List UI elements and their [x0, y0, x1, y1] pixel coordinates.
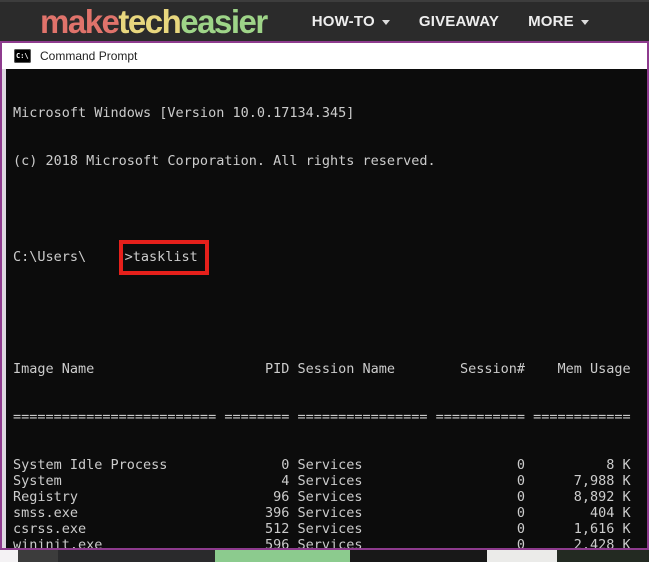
chevron-down-icon: [580, 20, 589, 25]
cmd-icon: C:\: [14, 49, 31, 63]
copyright-line: (c) 2018 Microsoft Corporation. All righ…: [13, 153, 436, 169]
table-row: csrss.exe 512 Services 0 1,616 K: [10, 521, 647, 537]
cell-pid: 596: [264, 537, 290, 548]
cell-mem: 404 K: [590, 505, 631, 521]
cell-pid: 96: [273, 489, 290, 505]
table-separator-row: ========================= ======== =====…: [10, 409, 647, 425]
prompt-line: C:\Users\ >tasklist: [10, 240, 647, 275]
col-header-mem-usage: Mem Usage: [557, 361, 631, 377]
cell-session: Services: [297, 489, 363, 505]
photo-fragment: [557, 550, 649, 562]
window-title: Command Prompt: [40, 49, 138, 63]
nav-giveaway-label: GIVEAWAY: [418, 13, 500, 30]
separator: ========: [224, 409, 290, 425]
col-header-session-num: Session#: [459, 361, 525, 377]
nav-how-to[interactable]: HOW-TO: [312, 13, 390, 30]
photo-fragment: [487, 550, 557, 562]
cell-session: Services: [297, 473, 363, 489]
cell-image: System: [13, 473, 62, 489]
tasklist-output: System Idle Process 0 Services 0 8 K System 4 S…: [10, 457, 647, 548]
main-nav: HOW-TO GIVEAWAY MORE: [283, 13, 589, 30]
separator: ================: [297, 409, 428, 425]
nav-more[interactable]: MORE: [528, 13, 589, 30]
site-logo[interactable]: maketecheasier: [40, 3, 268, 40]
col-header-image-name: Image Name: [13, 361, 95, 377]
version-line: Microsoft Windows [Version 10.0.17134.34…: [13, 105, 355, 121]
cell-image: System Idle Process: [13, 457, 168, 473]
cell-session_num: 0: [516, 457, 525, 473]
photo-fragment: [58, 550, 215, 562]
cell-session: Services: [297, 537, 363, 548]
separator: ===========: [435, 409, 525, 425]
site-header: maketecheasier HOW-TO GIVEAWAY MORE: [0, 0, 649, 41]
cell-pid: 4: [281, 473, 290, 489]
cell-mem: 2,428 K: [573, 537, 631, 548]
cell-session_num: 0: [516, 473, 525, 489]
cmd-icon-glyph: C:\: [16, 51, 29, 60]
col-header-pid: PID: [264, 361, 290, 377]
prompt-path: C:\Users\: [13, 249, 87, 265]
nav-more-label: MORE: [528, 13, 574, 30]
photo-fragment: [350, 550, 487, 562]
cell-mem: 8 K: [606, 457, 631, 473]
cell-session_num: 0: [516, 521, 525, 537]
cell-session_num: 0: [516, 505, 525, 521]
col-header-session-name: Session Name: [297, 361, 395, 377]
table-row: System Idle Process 0 Services 0 8 K: [10, 457, 647, 473]
table-row: System 4 Services 0 7,988 K: [10, 473, 647, 489]
photo-fragment: [0, 550, 18, 562]
table-row: smss.exe 396 Services 0 404 K: [10, 505, 647, 521]
terminal[interactable]: Microsoft Windows [Version 10.0.17134.34…: [2, 69, 647, 548]
cell-image: wininit.exe: [13, 537, 103, 548]
cell-session: Services: [297, 505, 363, 521]
blank-line: [10, 201, 647, 217]
cell-pid: 0: [281, 457, 290, 473]
cell-pid: 512: [264, 521, 290, 537]
logo-part-tech: tech: [118, 3, 181, 40]
cell-pid: 396: [264, 505, 290, 521]
separator: ============: [533, 409, 631, 425]
cell-mem: 1,616 K: [573, 521, 631, 537]
cell-session: Services: [297, 521, 363, 537]
logo-part-make: make: [40, 3, 120, 40]
cell-session_num: 0: [516, 489, 525, 505]
photo-fragment: [215, 550, 350, 562]
chevron-down-icon: [381, 20, 390, 25]
table-row: wininit.exe 596 Services 0 2,428 K: [10, 537, 647, 548]
cell-image: smss.exe: [13, 505, 79, 521]
nav-how-to-label: HOW-TO: [311, 13, 375, 30]
command-prompt-window: C:\ Command Prompt Microsoft Windows [Ve…: [0, 41, 649, 550]
cell-image: Registry: [13, 489, 79, 505]
blank-line: [10, 297, 647, 313]
separator: =========================: [13, 409, 217, 425]
command-highlight-box: >tasklist: [118, 240, 209, 275]
cell-session_num: 0: [516, 537, 525, 548]
cell-mem: 8,892 K: [573, 489, 631, 505]
cell-image: csrss.exe: [13, 521, 87, 537]
logo-part-easier: easier: [180, 3, 268, 40]
typed-command: >tasklist: [124, 249, 198, 265]
nav-giveaway[interactable]: GIVEAWAY: [419, 13, 499, 30]
cell-session: Services: [297, 457, 363, 473]
photo-fragment: [18, 550, 58, 562]
table-row: Registry 96 Services 0 8,892 K: [10, 489, 647, 505]
table-header-row: Image Name PID Session Name Session# Mem…: [10, 361, 647, 377]
window-titlebar[interactable]: C:\ Command Prompt: [2, 43, 647, 69]
cell-mem: 7,988 K: [573, 473, 631, 489]
partial-photo-strip: [0, 550, 649, 562]
